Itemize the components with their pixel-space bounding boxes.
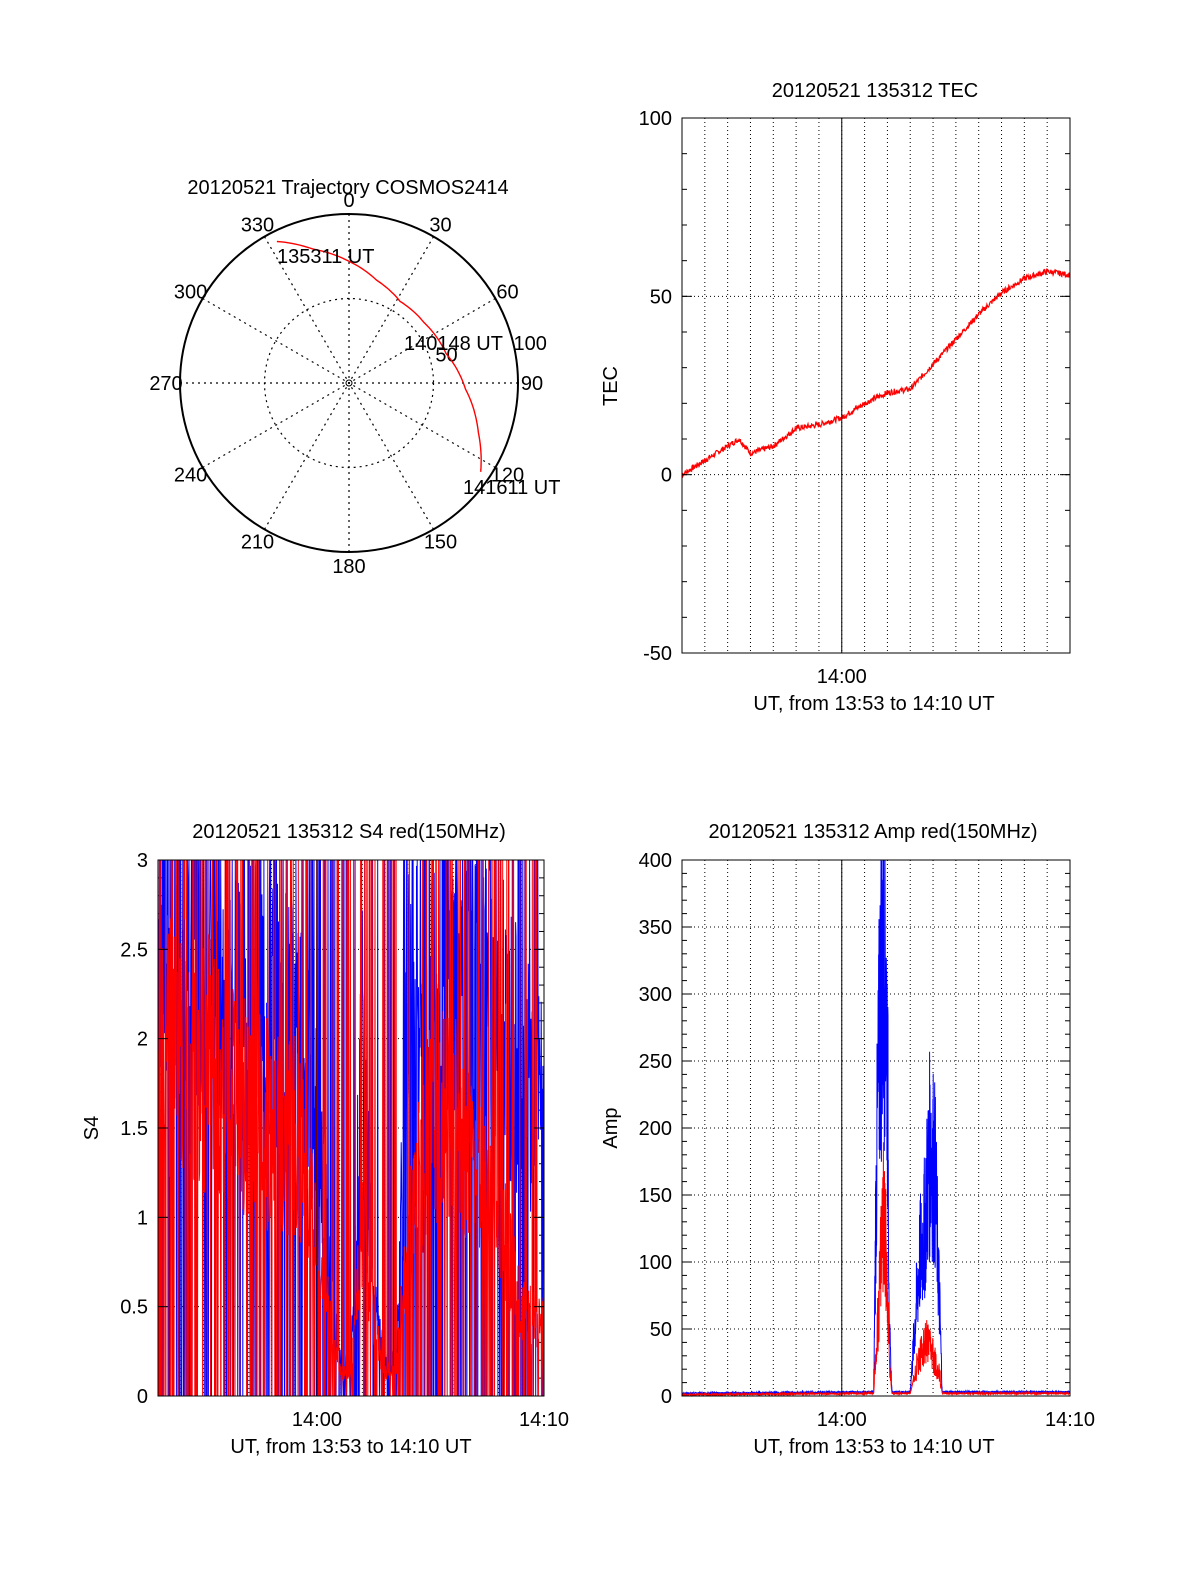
p4-xtick-label: 14:00 [817,1409,867,1431]
polar-angle-label: 60 [496,282,518,304]
amp-ylabel: Amp [600,1107,622,1148]
p3-ytick-label: 1 [137,1207,148,1229]
tec-xlabel: UT, from 13:53 to 14:10 UT [753,693,994,715]
p4-ytick-label: 300 [639,984,672,1006]
p4-ytick-label: 200 [639,1118,672,1140]
amp-grid [682,859,1070,1397]
p4-ytick-label: 400 [639,850,672,872]
tec-x-ticks: 14:00 [817,118,867,688]
amp-y-ticks: 400 350 300 250 200 150 100 50 0 [639,850,1070,1408]
p3-xtick-label: 14:10 [519,1409,569,1431]
trajectory-line [276,240,482,472]
p3-xtick-label: 14:00 [292,1409,342,1431]
polar-angle-label: 300 [174,282,207,304]
polar-angle-label: 180 [332,556,365,578]
polar-angle-label: 210 [241,531,274,553]
s4-ylabel: S4 [81,1116,103,1140]
p4-ytick-label: 350 [639,917,672,939]
trajectory-start-label: 135311 UT [277,246,374,268]
p3-ytick-label: 3 [137,850,148,872]
polar-angle-label: 240 [174,465,207,487]
polar-angle-label: 0 [343,190,354,212]
polar-angle-label: 120 [491,465,524,487]
p3-ytick-label: 0 [137,1386,148,1408]
tec-grid [682,117,1070,654]
p4-ytick-label: 50 [650,1319,672,1341]
p2-ytick-label: -50 [643,643,672,665]
polar-angle-label: 330 [241,215,274,237]
p4-ytick-label: 250 [639,1051,672,1073]
tec-series-red [681,268,1071,479]
tec-ylabel: TEC [600,366,622,406]
s4-title: 20120521 135312 S4 red(150MHz) [192,821,506,843]
polar-angle-label: 270 [149,373,182,395]
tec-y-ticks: 100 50 0 -50 [639,108,1070,665]
polar-title: 20120521 Trajectory COSMOS2414 [187,177,508,199]
amp-series-red [681,1142,1071,1398]
s4-y-ticks: 3 2.5 2 1.5 1 0.5 0 [120,850,544,1408]
p3-ytick-label: 0.5 [120,1297,148,1319]
p2-ytick-label: 50 [650,286,672,308]
polar-angle-label: 150 [424,531,457,553]
p2-ytick-label: 100 [639,108,672,130]
s4-series-red [157,859,545,1397]
p3-ytick-label: 1.5 [120,1118,148,1140]
s4-xlabel: UT, from 13:53 to 14:10 UT [230,1436,471,1458]
amp-chart: 20120521 135312 Amp red(150MHz) 400 350 30… [600,821,1095,1458]
polar-trajectory-chart: 20120521 Trajectory COSMOS2414 0 30 60 90 12… [149,177,560,578]
polar-angle-label: 30 [429,215,451,237]
polar-radius-label: 100 [514,333,547,355]
p4-ytick-label: 100 [639,1252,672,1274]
s4-x-ticks: 14:00 14:10 [292,860,569,1431]
p2-ytick-label: 0 [661,465,672,487]
amp-x-ticks: 14:00 14:10 [817,860,1095,1431]
polar-angle-label: 90 [521,373,543,395]
trajectory-end-label: 141611 UT [463,477,560,499]
p4-xtick-label: 14:10 [1045,1409,1095,1431]
s4-chart: 20120521 135312 S4 red(150MHz) 3 2.5 2 1.5 1… [81,821,569,1458]
polar-spoke-150 [263,236,435,530]
amp-plot-frame [681,859,1071,1397]
p2-xtick-label: 14:00 [817,666,867,688]
tec-title: 20120521 135312 TEC [772,80,978,102]
amp-title: 20120521 135312 Amp red(150MHz) [708,821,1037,843]
polar-angle-labels: 0 30 60 90 120 150 180 210 240 270 300 330 [149,190,543,578]
polar-center-mark [345,379,353,387]
polar-outer-ring [179,213,519,553]
p4-ytick-label: 150 [639,1185,672,1207]
amp-series-blue [681,859,1071,1396]
polar-grid [180,214,518,552]
p4-ytick-label: 0 [661,1386,672,1408]
trajectory-mid-label: 140148 UT [404,333,503,355]
p3-ytick-label: 2 [137,1029,148,1051]
tec-plot-frame [681,117,1071,654]
amp-xlabel: UT, from 13:53 to 14:10 UT [753,1436,994,1458]
p3-ytick-label: 2.5 [120,939,148,961]
